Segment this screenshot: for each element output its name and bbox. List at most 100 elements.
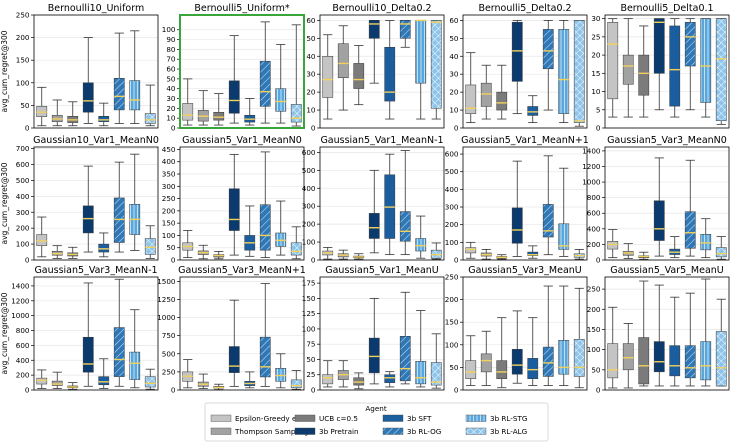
- iqr-box: [98, 115, 110, 122]
- panel-frame: [179, 146, 305, 261]
- iqr-box: [465, 247, 477, 254]
- legend-entry: 3b Pretrain: [294, 427, 359, 436]
- box-3b-rl-alg: [573, 249, 585, 260]
- y-tick-label: 200: [16, 371, 30, 380]
- y-tick-label: 150: [162, 219, 176, 228]
- panel-bernoulli5-uniform-: Bernoulli5_Uniform* 010203040506070809010…: [162, 3, 305, 133]
- box-3b-rl-og: [113, 32, 125, 124]
- panel-title: Bernoulli5_Delta0.1: [620, 3, 713, 14]
- box-3b-sft: [98, 358, 110, 389]
- box-epsilon-greedy-e-0-1: [36, 86, 48, 127]
- panel-title: Gaussian5_Var1_MeanN0: [182, 135, 302, 146]
- y-tick-label: 500: [16, 176, 30, 185]
- box-thompson-sampling: [337, 360, 349, 388]
- y-tick-label: 40: [449, 52, 459, 61]
- panel-bernoulli10-delta0-2: Bernoulli10_Delta0.2 0 10 20 30 40 50 60: [306, 3, 445, 133]
- panel-frame: [319, 14, 445, 129]
- box-3b-pretrain: [368, 19, 380, 84]
- iqr-box: [353, 63, 365, 89]
- y-tick-label: 1400: [11, 281, 30, 290]
- panel-title: Bernoulli10_Delta0.2: [332, 3, 431, 14]
- box-3b-pretrain: [82, 282, 94, 387]
- y-tick-label: 75: [306, 340, 315, 349]
- y-tick-label: 50: [306, 355, 316, 364]
- panel-gaussian5-var1-meanu: Gaussian5_Var1_MeanU 0 25 50 75 100 125 150 175: [302, 265, 445, 395]
- box-3b-rl-alg: [715, 298, 727, 387]
- legend-swatch: [465, 427, 487, 435]
- iqr-box: [715, 247, 727, 258]
- box-3b-pretrain: [228, 35, 240, 124]
- box-ucb-c-0-5: [496, 254, 508, 260]
- box-3b-sft: [669, 296, 681, 387]
- box-3b-pretrain: [511, 160, 523, 257]
- iqr-box: [113, 197, 125, 243]
- panel-frame: [604, 276, 730, 391]
- box-3b-rl-og: [259, 151, 271, 258]
- iqr-box: [669, 25, 681, 107]
- y-tick-label: 175: [302, 279, 316, 288]
- iqr-box: [480, 353, 492, 373]
- y-tick-label: 0: [171, 124, 176, 133]
- iqr-box: [542, 29, 554, 70]
- box-epsilon-greedy-e-0-1: [36, 216, 48, 258]
- box-3b-pretrain: [82, 165, 94, 253]
- legend-label: 3b RL-STG: [490, 414, 527, 423]
- iqr-box: [669, 345, 681, 377]
- panel-bernoulli5-delta0-2: Bernoulli5_Delta0.2 0 10 20 30 40 50 60: [449, 3, 588, 133]
- iqr-box: [368, 213, 380, 239]
- box-thompson-sampling: [622, 323, 634, 389]
- panel-title: Gaussian5_Var3_MeanU: [468, 265, 582, 276]
- legend-label: Epsilon-Greedy e=0.1: [235, 414, 314, 423]
- iqr-box: [511, 21, 523, 82]
- y-tick-label: 150: [445, 318, 459, 327]
- box-thompson-sampling: [197, 244, 209, 260]
- panel-title: Gaussian5_Var3_MeanN-1: [34, 265, 157, 276]
- y-tick-label: 1000: [157, 313, 176, 322]
- box-3b-rl-stg: [275, 44, 287, 124]
- y-tick-label: 1200: [582, 162, 601, 171]
- y-tick-label: 150: [302, 294, 316, 303]
- box-thompson-sampling: [480, 64, 492, 120]
- box-3b-rl-alg: [715, 236, 727, 260]
- y-tick-label: 40: [306, 52, 316, 61]
- y-tick-label: 60: [449, 16, 459, 25]
- legend-label: UCB c=0.5: [319, 414, 358, 423]
- iqr-box: [228, 188, 240, 231]
- y-tick-label: 250: [162, 367, 176, 376]
- iqr-box: [98, 376, 110, 386]
- y-tick-label: 0: [311, 124, 316, 133]
- y-tick-label: 0: [311, 386, 316, 395]
- box-3b-rl-stg: [558, 167, 570, 257]
- box-3b-sft: [527, 317, 539, 386]
- iqr-box: [182, 103, 194, 121]
- legend-label: 3b SFT: [407, 414, 432, 423]
- y-tick-label: 100: [302, 238, 316, 247]
- y-tick-label: 50: [20, 101, 30, 110]
- panel-title: Bernoulli5_Uniform*: [194, 3, 289, 14]
- box-3b-sft: [98, 102, 110, 127]
- iqr-box: [684, 22, 696, 67]
- panel-frame: [319, 276, 445, 391]
- box-3b-pretrain: [82, 37, 94, 124]
- box-epsilon-greedy-e-0-1: [182, 230, 194, 258]
- panel-gaussian5-var3-meann-1: Gaussian5_Var3_MeanN+1 0 250 500 750 1000 1250…: [157, 265, 306, 395]
- legend-entry: Epsilon-Greedy e=0.1: [210, 414, 314, 423]
- iqr-box: [496, 360, 508, 379]
- y-tick-label: 1400: [582, 146, 601, 155]
- y-tick-label: 100: [302, 324, 316, 333]
- y-tick-label: 50: [449, 363, 459, 372]
- legend-swatch: [210, 427, 232, 435]
- y-axis-labels: avg_cum_regret@300 avg_cum_regret@300 avg_…: [0, 30, 9, 374]
- box-3b-rl-alg: [144, 225, 156, 259]
- y-tick-label: 300: [445, 203, 459, 212]
- y-tick-label: 150: [587, 325, 601, 334]
- panel-bernoulli5-delta0-1: Bernoulli5_Delta0.1 0 5 10 15 20 25 30: [591, 3, 730, 133]
- panel-title: Bernoulli5_Delta0.2: [478, 3, 571, 14]
- iqr-box: [82, 82, 94, 113]
- box-3b-rl-alg: [430, 242, 442, 260]
- y-tick-label: 200: [16, 224, 30, 233]
- iqr-box: [700, 341, 712, 381]
- box-3b-rl-stg: [275, 353, 287, 389]
- box-3b-pretrain: [228, 299, 240, 387]
- box-ucb-c-0-5: [638, 25, 650, 118]
